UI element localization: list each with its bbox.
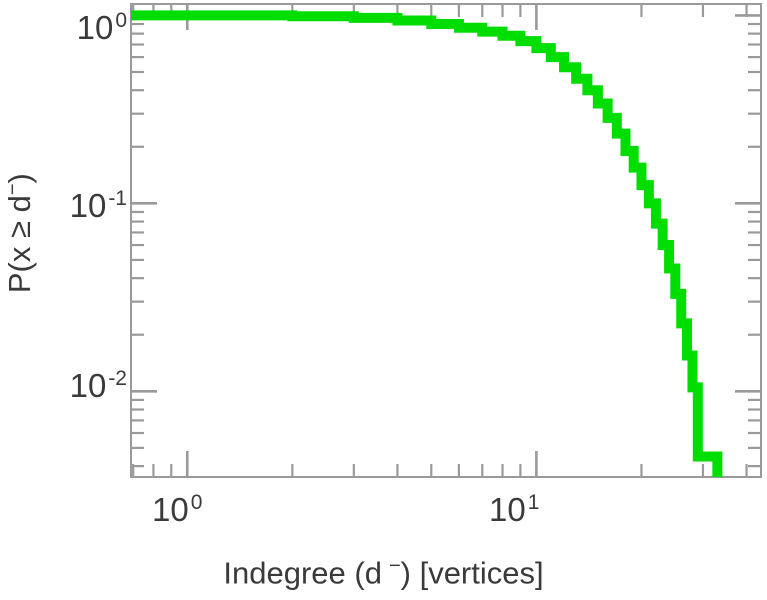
plot-area [130, 3, 762, 478]
x-ticklabel-mantissa: 10 [489, 491, 526, 528]
x-ticklabel-exponent: 1 [527, 491, 540, 514]
y-axis-title-tail: ) [2, 173, 38, 184]
x-ticklabel-mantissa: 10 [152, 491, 189, 528]
x-axis-title: Indegree (d −) [vertices] [0, 555, 767, 591]
y-ticklabel-1e-1: 10-1 [70, 188, 127, 222]
y-ticklabel-exponent: -1 [108, 187, 127, 210]
y-ticklabel-mantissa: 10 [69, 367, 107, 404]
x-axis-title-superscript: − [388, 555, 401, 577]
x-ticklabel-1e1: 101 [489, 492, 539, 526]
y-axis-title: P(x ≥ d−) [2, 63, 38, 403]
x-ticklabel-exponent: 0 [190, 491, 203, 514]
y-ticklabel-mantissa: 10 [69, 187, 107, 224]
y-ticklabel-1e0: 100 [77, 10, 127, 44]
y-ticklabel-mantissa: 10 [76, 9, 114, 46]
x-axis-title-tail: ) [vertices] [400, 555, 544, 591]
y-ticklabel-exponent: 0 [115, 9, 127, 32]
y-ticklabel-1e-2: 10-2 [70, 368, 127, 402]
x-axis-title-main: Indegree (d [223, 555, 382, 591]
y-axis-title-main: P(x ≥ d [2, 195, 38, 294]
x-ticklabel-1e0: 100 [152, 492, 202, 526]
y-axis-title-superscript: − [1, 183, 24, 196]
y-ticklabel-exponent: -2 [108, 367, 127, 390]
